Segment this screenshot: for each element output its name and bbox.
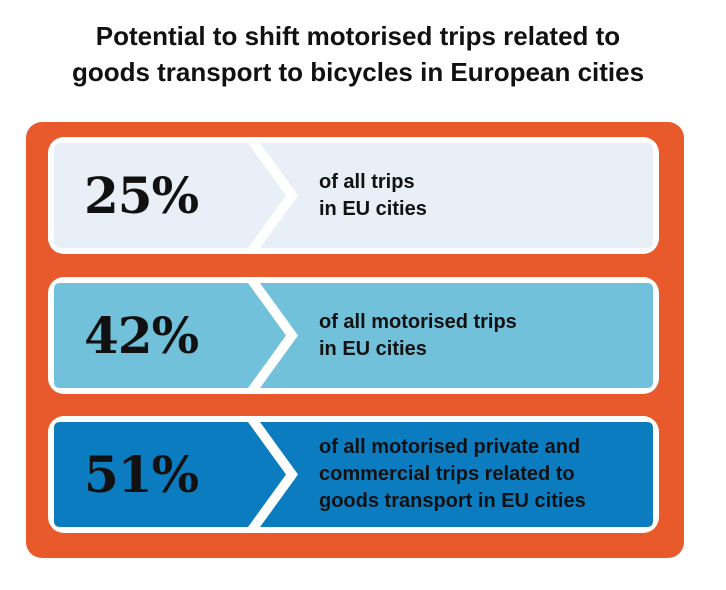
- percent-panel-1: [54, 143, 286, 248]
- description-1-line-1: of all trips: [319, 170, 415, 193]
- description-2: of all motorised trips in EU cities: [319, 277, 649, 394]
- description-1: of all trips in EU cities: [319, 137, 649, 254]
- percent-panel-3: [54, 422, 286, 527]
- row-3-background: [54, 422, 653, 527]
- description-panel-3: [260, 422, 653, 527]
- percent-value-2: 42%: [84, 306, 199, 365]
- title-line-1: Potential to shift motorised trips relat…: [95, 21, 621, 51]
- description-panel-2: [260, 283, 653, 388]
- description-2-line-1: of all motorised trips: [319, 310, 517, 333]
- title-line-2: goods transport to bicycles in European …: [71, 57, 645, 87]
- row-1-background: [54, 143, 653, 248]
- description-3: of all motorised private and commercial …: [319, 416, 649, 533]
- page-title: Potential to shift motorised trips relat…: [0, 18, 716, 90]
- description-2-line-2: in EU cities: [319, 337, 427, 360]
- description-3-line-1: of all motorised private and: [319, 436, 581, 458]
- percent-value-1: 25%: [84, 166, 199, 225]
- description-3-line-3: goods transport in EU cities: [319, 490, 586, 512]
- percent-value-3: 51%: [84, 445, 199, 504]
- stat-row-1: 25% of all trips in EU cities: [48, 137, 659, 254]
- description-1-line-2: in EU cities: [319, 197, 427, 220]
- percent-panel-2: [54, 283, 286, 388]
- description-3-line-2: commercial trips related to: [319, 463, 575, 485]
- row-2-background: [54, 283, 653, 388]
- description-panel-1: [260, 143, 653, 248]
- stat-row-3: 51% of all motorised private and commerc…: [48, 416, 659, 533]
- stat-row-2: 42% of all motorised trips in EU cities: [48, 277, 659, 394]
